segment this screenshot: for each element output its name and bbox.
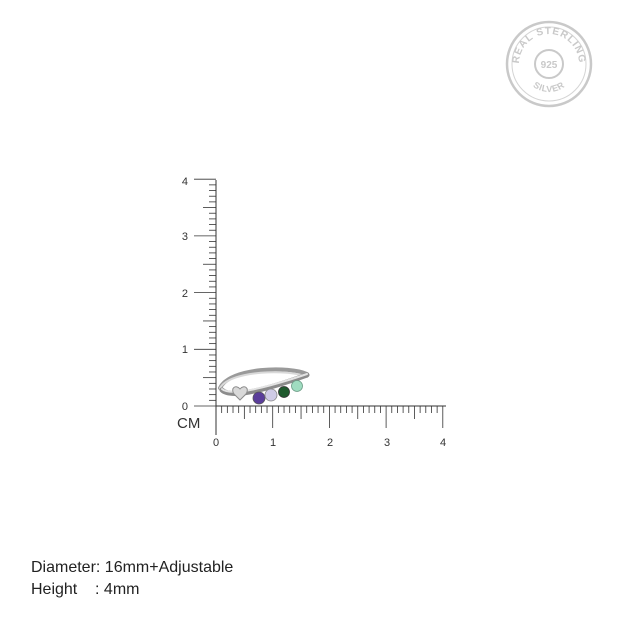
ring-band-front-highlight — [221, 373, 308, 393]
vertical-tick-label: 0 — [182, 401, 188, 413]
ring — [218, 367, 310, 405]
horizontal-tick-label: 0 — [213, 437, 219, 449]
horizontal-tick-label: 4 — [440, 437, 446, 449]
purple-stone — [252, 391, 266, 405]
unit-label: CM — [177, 415, 200, 432]
heart-charm — [232, 386, 248, 401]
size-ruler: 0 1 2 3 4 0 1 2 3 4 CM — [177, 176, 446, 449]
horizontal-tick-label: 3 — [384, 437, 390, 449]
height-spec: Height : 4mm — [31, 581, 140, 598]
vertical-tick-label: 3 — [182, 231, 188, 243]
lavender-stone — [264, 388, 278, 402]
ring-band-front — [219, 372, 310, 396]
horizontal-tick-label: 1 — [270, 437, 276, 449]
vertical-tick-label: 2 — [182, 288, 188, 300]
sterling-silver-seal: REAL STERLING 925 SILVER — [505, 20, 593, 108]
dark-green-stone — [278, 386, 290, 398]
specs: Diameter: 16mm+Adjustable Height : 4mm — [31, 557, 431, 601]
mint-stone — [291, 380, 303, 392]
vertical-tick-label: 1 — [182, 344, 188, 356]
diameter-spec: Diameter: 16mm+Adjustable — [31, 559, 234, 576]
vertical-tick-label: 4 — [182, 176, 188, 188]
seal-inner-ring — [511, 26, 587, 102]
seal-number: 925 — [541, 60, 558, 71]
horizontal-tick-label: 2 — [327, 437, 333, 449]
seal-bottom-text: SILVER — [532, 80, 567, 94]
seal-center-circle — [534, 49, 564, 79]
seal-outer-ring — [505, 20, 593, 108]
ruler-ticks — [194, 178, 444, 428]
